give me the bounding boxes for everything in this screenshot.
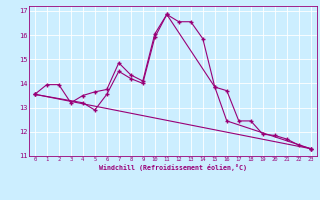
X-axis label: Windchill (Refroidissement éolien,°C): Windchill (Refroidissement éolien,°C) — [99, 164, 247, 171]
